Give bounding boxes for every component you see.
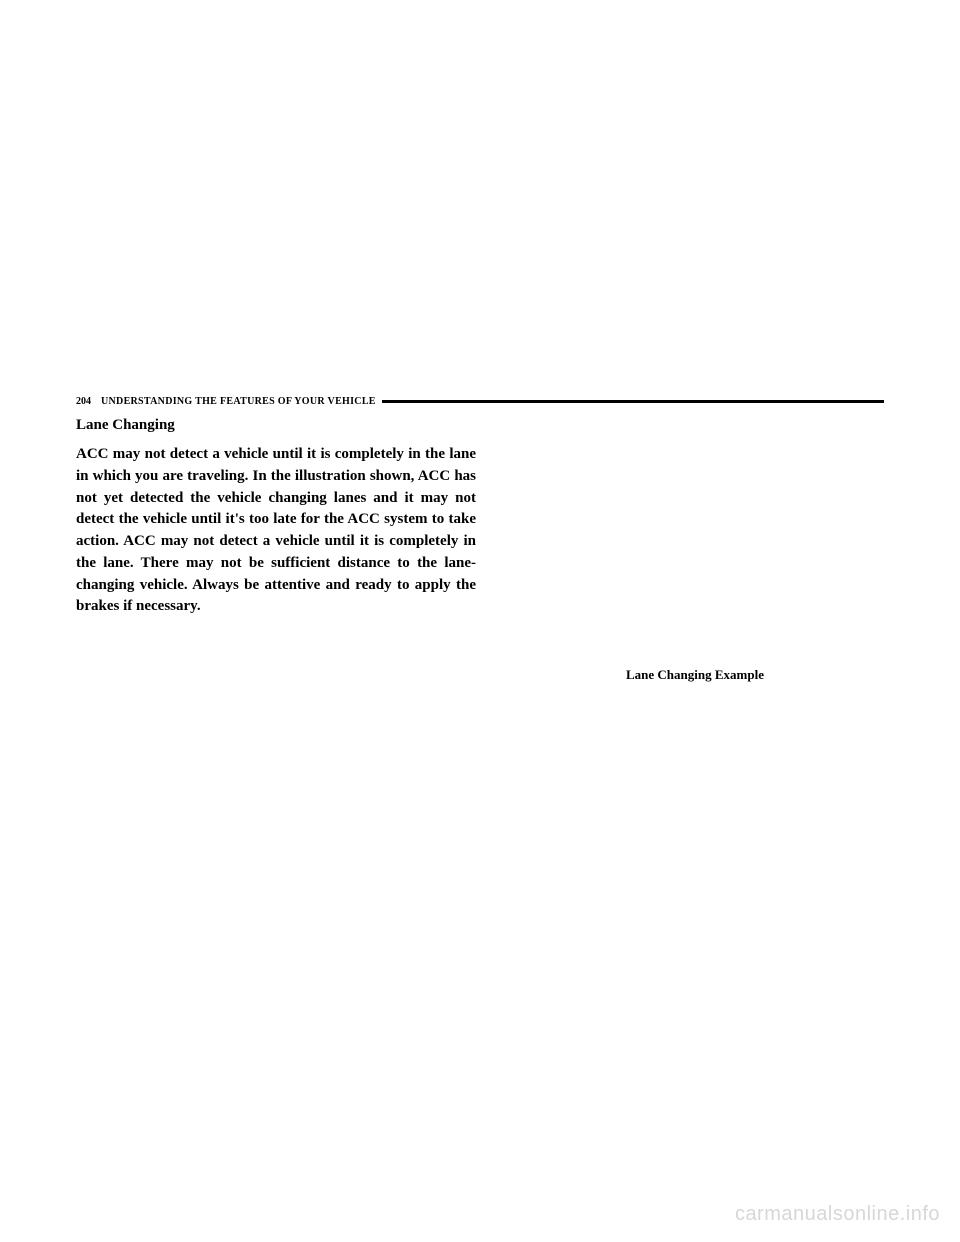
page-number: 204	[76, 396, 91, 407]
left-column: Lane Changing ACC may not detect a vehic…	[76, 417, 476, 683]
section-heading: Lane Changing	[76, 417, 476, 434]
page-content: 204 UNDERSTANDING THE FEATURES OF YOUR V…	[76, 396, 884, 683]
page-header: 204 UNDERSTANDING THE FEATURES OF YOUR V…	[76, 396, 884, 407]
header-rule	[382, 400, 884, 403]
content-columns: Lane Changing ACC may not detect a vehic…	[76, 417, 884, 683]
watermark: carmanualsonline.info	[735, 1203, 940, 1226]
figure-caption: Lane Changing Example	[506, 667, 884, 683]
body-text: ACC may not detect a vehicle until it is…	[76, 444, 476, 618]
header-title: UNDERSTANDING THE FEATURES OF YOUR VEHIC…	[101, 396, 376, 407]
right-column: Lane Changing Example	[506, 417, 884, 683]
